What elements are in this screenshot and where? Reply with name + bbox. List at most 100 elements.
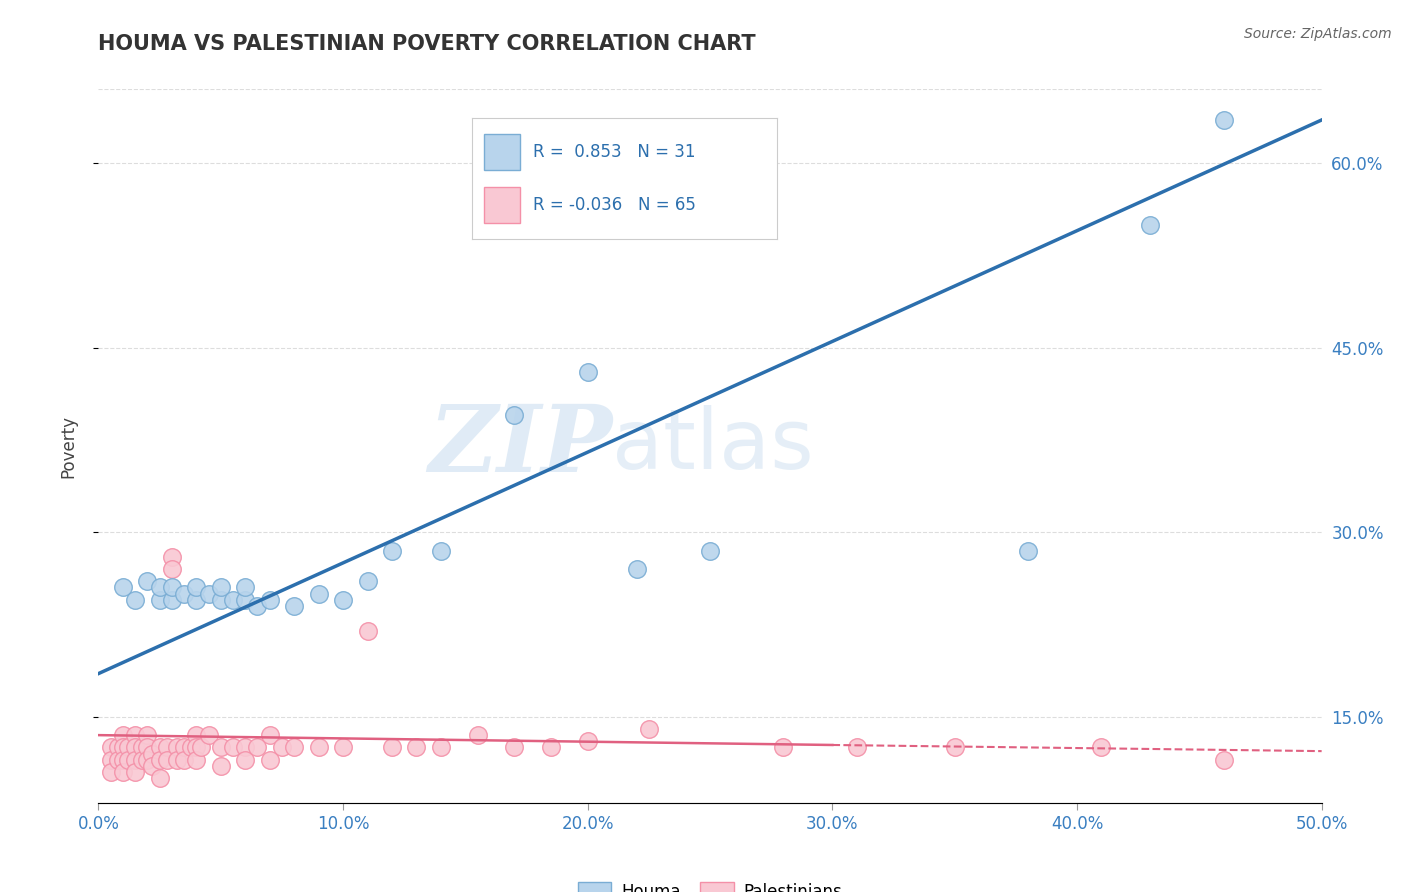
Point xyxy=(124,765,146,780)
Point xyxy=(467,728,489,742)
Text: HOUMA VS PALESTINIAN POVERTY CORRELATION CHART: HOUMA VS PALESTINIAN POVERTY CORRELATION… xyxy=(98,34,756,54)
Point xyxy=(149,771,172,785)
Point xyxy=(111,728,134,742)
Point xyxy=(149,740,172,755)
Point xyxy=(772,740,794,755)
Point xyxy=(381,740,404,755)
Legend: Houma, Palestinians: Houma, Palestinians xyxy=(571,875,849,892)
Point xyxy=(166,753,188,767)
Point xyxy=(209,759,232,773)
Point xyxy=(131,740,153,755)
Point xyxy=(173,753,195,767)
Point xyxy=(180,740,202,755)
Point xyxy=(626,562,648,576)
Point xyxy=(209,581,232,595)
Point xyxy=(638,722,661,736)
Point xyxy=(186,728,208,742)
Point xyxy=(699,543,721,558)
Point xyxy=(136,740,159,755)
Point xyxy=(1090,740,1112,755)
Point xyxy=(100,753,122,767)
Text: atlas: atlas xyxy=(612,406,814,486)
Point xyxy=(100,740,122,755)
Point xyxy=(246,740,269,755)
Point xyxy=(1017,543,1039,558)
Point xyxy=(173,740,195,755)
Point xyxy=(141,747,163,761)
Y-axis label: Poverty: Poverty xyxy=(59,415,77,477)
Point xyxy=(160,562,183,576)
Point xyxy=(136,574,159,589)
Point xyxy=(430,740,453,755)
Point xyxy=(197,728,219,742)
Point xyxy=(149,592,172,607)
Point xyxy=(186,753,208,767)
Point xyxy=(111,753,134,767)
Point xyxy=(209,740,232,755)
Point xyxy=(246,599,269,613)
Point xyxy=(356,624,378,638)
Point xyxy=(503,740,526,755)
FancyBboxPatch shape xyxy=(484,134,520,169)
Point xyxy=(111,581,134,595)
Point xyxy=(124,592,146,607)
Point xyxy=(332,740,354,755)
Point xyxy=(156,753,179,767)
Point xyxy=(166,740,188,755)
Point xyxy=(141,759,163,773)
Point xyxy=(308,740,330,755)
Point xyxy=(186,740,208,755)
Point xyxy=(186,581,208,595)
Point xyxy=(233,740,256,755)
Point xyxy=(190,740,212,755)
Point xyxy=(156,740,179,755)
Point xyxy=(259,592,281,607)
Point xyxy=(131,753,153,767)
Point xyxy=(160,592,183,607)
Point xyxy=(259,728,281,742)
Point xyxy=(332,592,354,607)
Point xyxy=(943,740,966,755)
Point xyxy=(845,740,868,755)
Point xyxy=(283,599,305,613)
Point xyxy=(540,740,562,755)
Point xyxy=(111,765,134,780)
Point xyxy=(111,740,134,755)
Point xyxy=(405,740,427,755)
Point xyxy=(186,592,208,607)
Text: R =  0.853   N = 31: R = 0.853 N = 31 xyxy=(533,143,695,161)
Point xyxy=(209,592,232,607)
Point xyxy=(100,765,122,780)
Point xyxy=(576,365,599,379)
Point xyxy=(117,740,139,755)
Point xyxy=(197,587,219,601)
Point xyxy=(149,581,172,595)
Point xyxy=(117,753,139,767)
Point xyxy=(124,728,146,742)
Point xyxy=(381,543,404,558)
Point xyxy=(356,574,378,589)
Point xyxy=(233,753,256,767)
Point xyxy=(107,753,129,767)
Point xyxy=(308,587,330,601)
Point xyxy=(136,753,159,767)
Point xyxy=(124,753,146,767)
Point xyxy=(576,734,599,748)
Text: ZIP: ZIP xyxy=(427,401,612,491)
Point xyxy=(1212,753,1234,767)
Text: R = -0.036   N = 65: R = -0.036 N = 65 xyxy=(533,196,696,214)
Point xyxy=(107,740,129,755)
Point xyxy=(149,753,172,767)
Point xyxy=(222,592,245,607)
Point xyxy=(173,587,195,601)
Point xyxy=(233,592,256,607)
Point xyxy=(270,740,294,755)
Point xyxy=(160,549,183,564)
Point xyxy=(124,740,146,755)
Point xyxy=(259,753,281,767)
Point xyxy=(136,728,159,742)
Point xyxy=(233,581,256,595)
Point xyxy=(1212,112,1234,127)
Point xyxy=(430,543,453,558)
Point xyxy=(503,409,526,423)
